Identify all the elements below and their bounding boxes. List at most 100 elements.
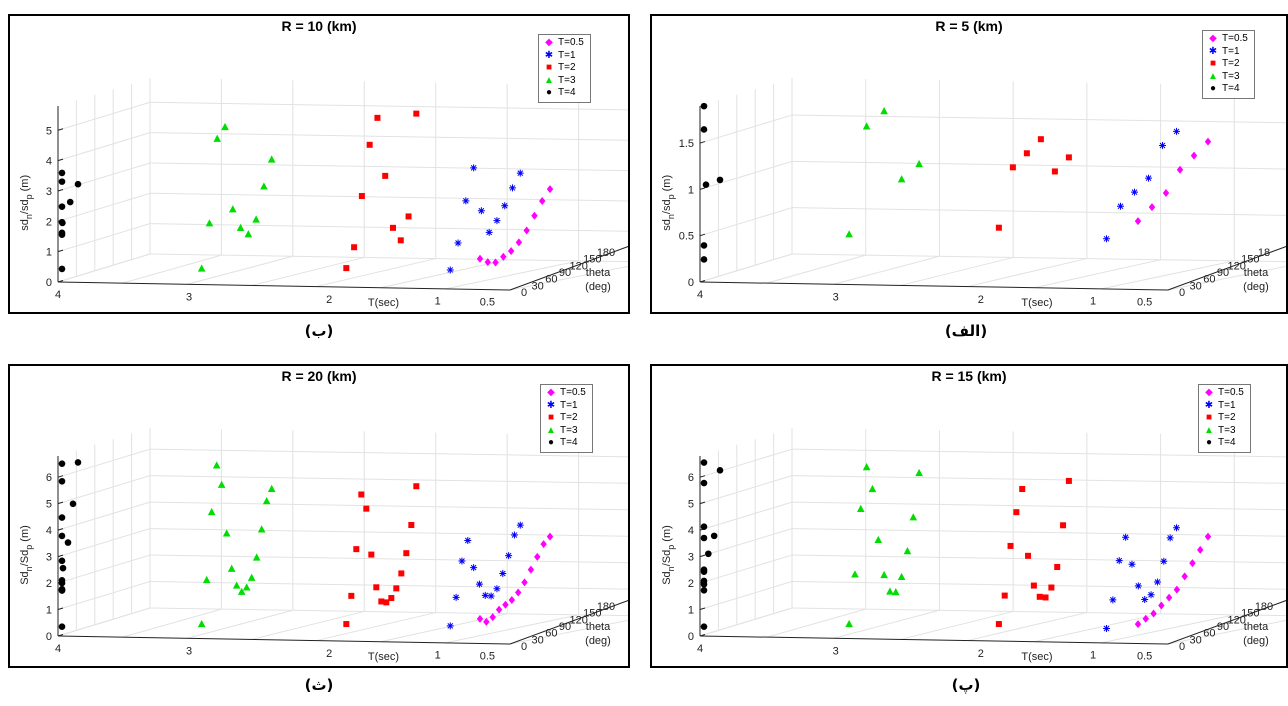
legend-entry: ● T=4 — [543, 87, 584, 100]
chart-panel-r5: 0 0.5 1 1.5 sdn/sdp (m) 4 3 2 1 0.5 T(sec) 0 30 60 90 1… — [650, 14, 1288, 314]
grid-line — [1034, 260, 1160, 288]
data-point — [892, 588, 900, 595]
data-point — [880, 571, 888, 578]
data-point — [1154, 578, 1161, 585]
data-point — [470, 164, 477, 171]
data-point — [547, 533, 553, 541]
data-point — [703, 181, 710, 188]
data-point — [75, 459, 82, 466]
data-point — [701, 256, 708, 263]
grid-line — [792, 608, 1286, 616]
data-point — [59, 203, 66, 210]
x-axis-label: T(sec) — [1021, 297, 1052, 309]
chart-legend: ◆ T=0.5 ✱ T=1 ■ T=2 ▲ T=3 ● T=4 — [1202, 30, 1255, 99]
data-point — [245, 230, 253, 237]
data-point — [1173, 128, 1180, 135]
x-tick-label: 1 — [435, 650, 441, 662]
y-tick-label: 5 — [46, 499, 52, 511]
data-point — [1163, 189, 1169, 197]
grid-line — [700, 582, 792, 610]
data-point — [493, 217, 500, 224]
data-point — [1191, 152, 1197, 160]
y-tick-label: 1.5 — [679, 138, 694, 150]
grid-line — [316, 259, 435, 287]
y-axis-label: Sdn/Sdp (m) — [661, 525, 676, 585]
data-point — [1038, 136, 1044, 142]
theta-tick-label: 180 — [1255, 601, 1273, 613]
grid-line — [58, 224, 150, 252]
data-point — [258, 525, 266, 532]
grid-line — [58, 133, 150, 161]
data-point — [368, 552, 374, 558]
theta-axis-label: (deg) — [585, 281, 611, 293]
data-point — [1109, 596, 1116, 603]
data-point — [701, 535, 708, 542]
theta-axis-label: (deg) — [1243, 281, 1269, 293]
data-point — [477, 615, 483, 623]
data-point — [453, 594, 460, 601]
x-axis-label: T(sec) — [1021, 651, 1052, 663]
data-point — [1024, 150, 1030, 156]
data-point — [229, 205, 237, 212]
theta-tick-label: 18 — [1258, 247, 1270, 259]
data-point — [268, 485, 276, 492]
grid-line — [58, 163, 150, 191]
y-tick-label: 0.5 — [679, 231, 694, 243]
data-point — [408, 522, 414, 528]
theta-axis-label: (deg) — [585, 635, 611, 647]
grid-line — [58, 254, 150, 282]
grid-line — [252, 257, 365, 285]
legend-entry: ◆ T=0.5 — [1203, 387, 1244, 400]
legend-entry: ◆ T=0.5 — [543, 37, 584, 50]
data-point — [898, 175, 906, 182]
y-tick-label: 2 — [46, 578, 52, 590]
grid-line — [700, 608, 792, 636]
theta-tick-label: 30 — [1190, 280, 1202, 292]
data-point — [505, 552, 512, 559]
grid-line — [767, 609, 866, 637]
grid-line — [58, 476, 150, 504]
y-tick-label: 6 — [688, 472, 694, 484]
y-tick-label: 0 — [46, 631, 52, 643]
data-point — [1159, 142, 1166, 149]
chart-panel-r15: 0 1 2 3 4 5 6 Sdn/Sdp (m) 4 3 2 1 0.5 T(sec) 0 30 60 90 12… — [650, 364, 1288, 668]
data-point — [915, 469, 923, 476]
data-point — [705, 550, 712, 557]
data-point — [515, 588, 521, 596]
y-tick-label: 3 — [688, 552, 694, 564]
data-point — [547, 185, 553, 193]
legend-entry: ✱ T=1 — [545, 400, 586, 413]
y-axis-label: Sdn/Sdp (m) — [19, 525, 34, 585]
data-point — [1122, 534, 1129, 541]
data-point — [1031, 583, 1037, 589]
legend-entry: ✱ T=1 — [543, 50, 584, 63]
legend-entry: ✱ T=1 — [1207, 46, 1248, 59]
data-point — [198, 264, 206, 271]
figure-caption: (ب) — [289, 322, 349, 340]
legend-entry: ▲ T=3 — [545, 425, 586, 438]
y-axis-label: sdn/sdp (m) — [19, 175, 34, 231]
data-point — [517, 522, 524, 529]
legend-entry: ● T=4 — [1203, 437, 1244, 450]
data-point — [208, 508, 216, 515]
data-point — [531, 212, 537, 220]
x-tick-label: 2 — [326, 294, 332, 306]
data-point — [343, 621, 349, 627]
data-point — [863, 122, 871, 129]
theta-tick-label: 30 — [1190, 634, 1202, 646]
x-tick-label: 4 — [55, 289, 61, 301]
legend-entry: ■ T=2 — [543, 62, 584, 75]
grid-line — [700, 208, 792, 236]
data-point — [502, 601, 508, 609]
figure-caption: (الف) — [936, 322, 996, 340]
chart-legend: ◆ T=0.5 ✱ T=1 ■ T=2 ▲ T=3 ● T=4 — [1198, 384, 1251, 453]
x-tick-label: 2 — [326, 648, 332, 660]
data-point — [367, 142, 373, 148]
data-point — [59, 220, 66, 227]
data-point — [1037, 594, 1043, 600]
data-point — [540, 540, 546, 548]
theta-tick-label: 30 — [532, 634, 544, 646]
data-point — [1197, 546, 1203, 554]
data-point — [1205, 138, 1211, 146]
chart-svg: 012345sdn/sdp (m)4 3 2 1 0.5T(sec)0306090120… — [10, 16, 628, 312]
